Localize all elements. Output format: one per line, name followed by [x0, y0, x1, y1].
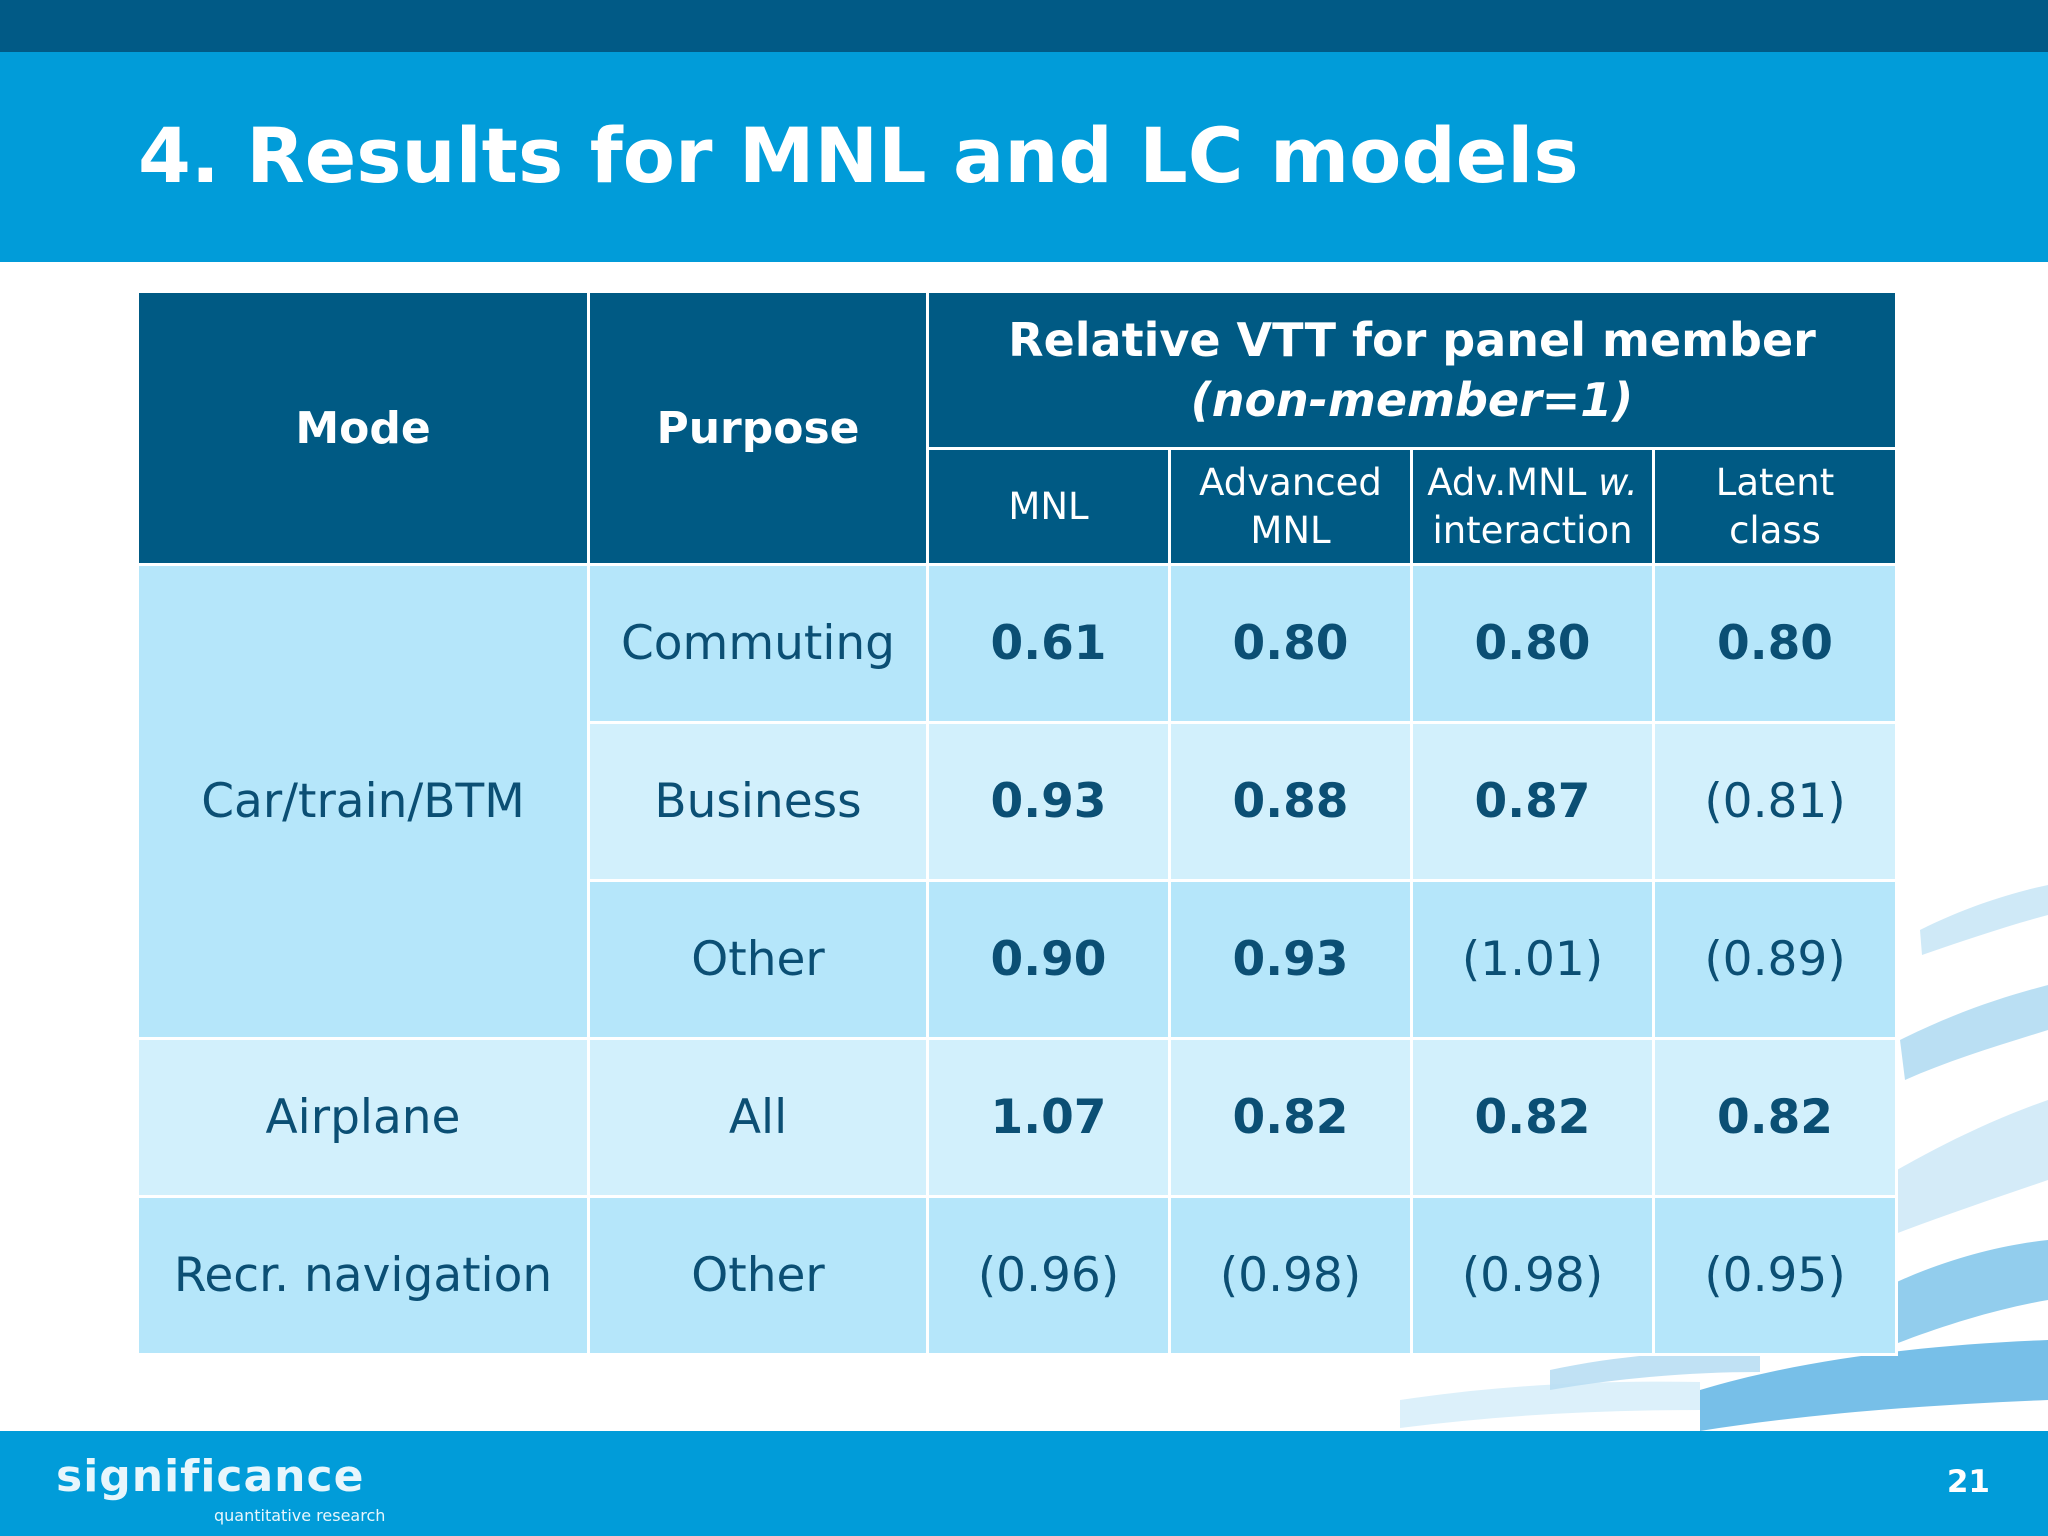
table-row: Business 0.93 0.88 0.87 (0.81) [138, 721, 1899, 882]
cell-mode: Airplane [136, 1037, 590, 1198]
cell-mode: Recr. navigation [136, 1195, 590, 1356]
cell-purpose: Other [587, 879, 929, 1040]
cell-value: 0.82 [1410, 1037, 1655, 1198]
cell-value: 1.07 [926, 1037, 1171, 1198]
table-row: Recr. navigation Other (0.96) (0.98) (0.… [136, 1195, 1899, 1356]
header-relative-vtt: Relative VTT for panel member (non-membe… [925, 290, 1899, 450]
header-row: Mode Purpose Relative VTT for panel memb… [136, 290, 1899, 566]
header-advanced-line2: MNL [1250, 508, 1331, 552]
cell-value: 0.80 [1410, 563, 1655, 724]
cell-value: (0.81) [1651, 721, 1899, 882]
cell-purpose: All [587, 1037, 929, 1198]
logo-name: significance [56, 1451, 365, 1502]
header-adv-line1: Adv.MNL w. [1413, 459, 1652, 507]
table-row: Airplane All 1.07 0.82 0.82 0.82 [136, 1037, 1899, 1198]
header-adv-line1-italic: w. [1598, 460, 1638, 504]
header-advanced-line1: Advanced [1199, 460, 1382, 504]
cell-value: 0.82 [1651, 1037, 1899, 1198]
cell-value: 0.93 [926, 721, 1171, 882]
header-purpose: Purpose [587, 290, 929, 566]
cell-value: (1.01) [1410, 879, 1655, 1040]
significance-logo: significance quantitative research [56, 1451, 385, 1526]
cell-value: (0.96) [926, 1195, 1171, 1356]
table-row: Car/train/BTM Commuting 0.61 0.80 0.80 0… [136, 563, 1899, 1040]
header-latent-class: Latent class [1651, 447, 1899, 566]
header-mode: Mode [136, 290, 590, 566]
slide-title: 4. Results for MNL and LC models [138, 111, 1579, 200]
cell-value: 0.61 [926, 563, 1171, 724]
cell-value: 0.93 [1168, 879, 1413, 1040]
cell-purpose: Other [587, 1195, 929, 1356]
header-latent-line2: class [1729, 508, 1821, 552]
cell-purpose: Business [587, 721, 929, 882]
footer-bar [0, 1431, 2048, 1536]
header-adv-line2: interaction [1432, 508, 1633, 552]
header-advanced-mnl: Advanced MNL [1168, 447, 1413, 566]
logo-tagline: quantitative research [214, 1506, 386, 1525]
header-adv-line1-plain: Adv.MNL [1427, 460, 1599, 504]
header-group-title: Relative VTT for panel member [1008, 313, 1816, 367]
cell-value: (0.98) [1168, 1195, 1413, 1356]
header-adv-mnl-interaction: Adv.MNL w. interaction [1410, 447, 1655, 566]
cell-purpose: Commuting [587, 563, 929, 724]
page-number: 21 [1946, 1464, 1990, 1500]
cell-value: 0.90 [926, 879, 1171, 1040]
cell-value: (0.98) [1410, 1195, 1655, 1356]
subheader-row: MNL Advanced MNL Adv.MNL w. interaction … [138, 447, 1899, 566]
cell-mode: Car/train/BTM [136, 563, 590, 1040]
cell-value: (0.95) [1651, 1195, 1899, 1356]
top-bar [0, 0, 2048, 52]
cell-value: (0.89) [1651, 879, 1899, 1040]
header-mnl-label: MNL [1008, 484, 1089, 528]
cell-value: 0.80 [1651, 563, 1899, 724]
cell-value: 0.82 [1168, 1037, 1413, 1198]
title-bar [0, 52, 2048, 262]
header-latent-line1: Latent [1715, 460, 1835, 504]
cell-value: 0.88 [1168, 721, 1413, 882]
header-group-subtitle: (non-member=1) [1190, 373, 1634, 427]
cell-value: 0.80 [1168, 563, 1413, 724]
results-table: Mode Purpose Relative VTT for panel memb… [136, 290, 1899, 1356]
table-row: Other 0.90 0.93 (1.01) (0.89) [138, 879, 1899, 1040]
header-mnl: MNL [926, 447, 1171, 566]
cell-value: 0.87 [1410, 721, 1655, 882]
